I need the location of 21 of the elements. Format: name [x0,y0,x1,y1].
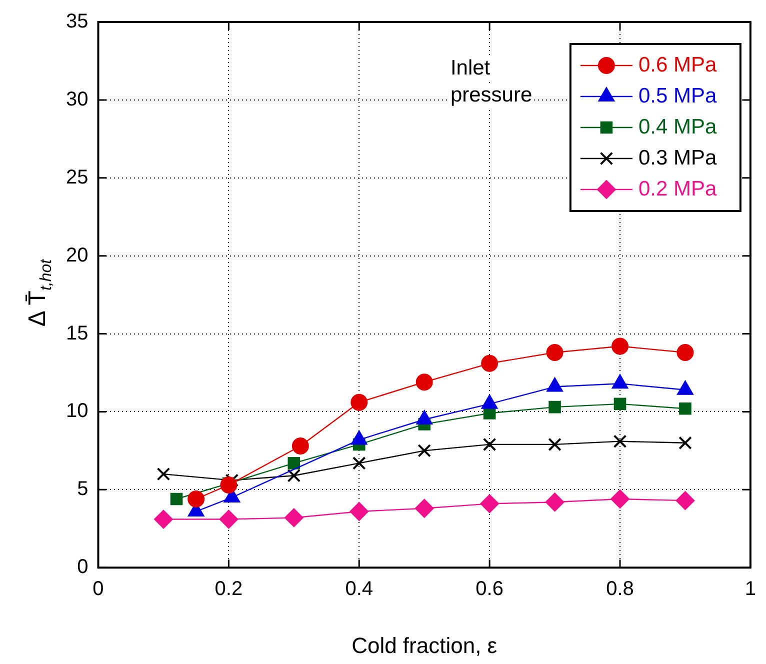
y-tick-label: 25 [66,166,88,188]
y-tick-label: 20 [66,244,88,266]
y-tick-label: 10 [66,400,88,422]
legend-label: 0.2 MPa [638,177,717,200]
legend-label: 0.5 MPa [638,84,717,108]
x-tick-label: 0.4 [345,578,374,600]
legend-label: 0.4 MPa [638,115,717,138]
legend-label: 0.6 MPa [638,53,717,76]
y-tick-label: 30 [66,88,88,110]
y-tick-label: 35 [66,10,88,33]
x-tick-label: 0.2 [214,578,243,600]
x-tick-label: 0.8 [606,578,634,600]
y-tick-label: 15 [66,322,88,344]
y-tick-label: 5 [77,478,88,500]
x-tick-label: 0.6 [476,578,504,600]
x-axis-title: Cold fraction, ε [352,632,498,658]
y-tick-label: 0 [77,556,88,578]
legend-label: 0.3 MPa [638,146,717,170]
x-tick-label: 0 [92,578,104,600]
legend-title: Inlet pressure [450,56,532,106]
x-tick-label: 1 [744,578,756,600]
